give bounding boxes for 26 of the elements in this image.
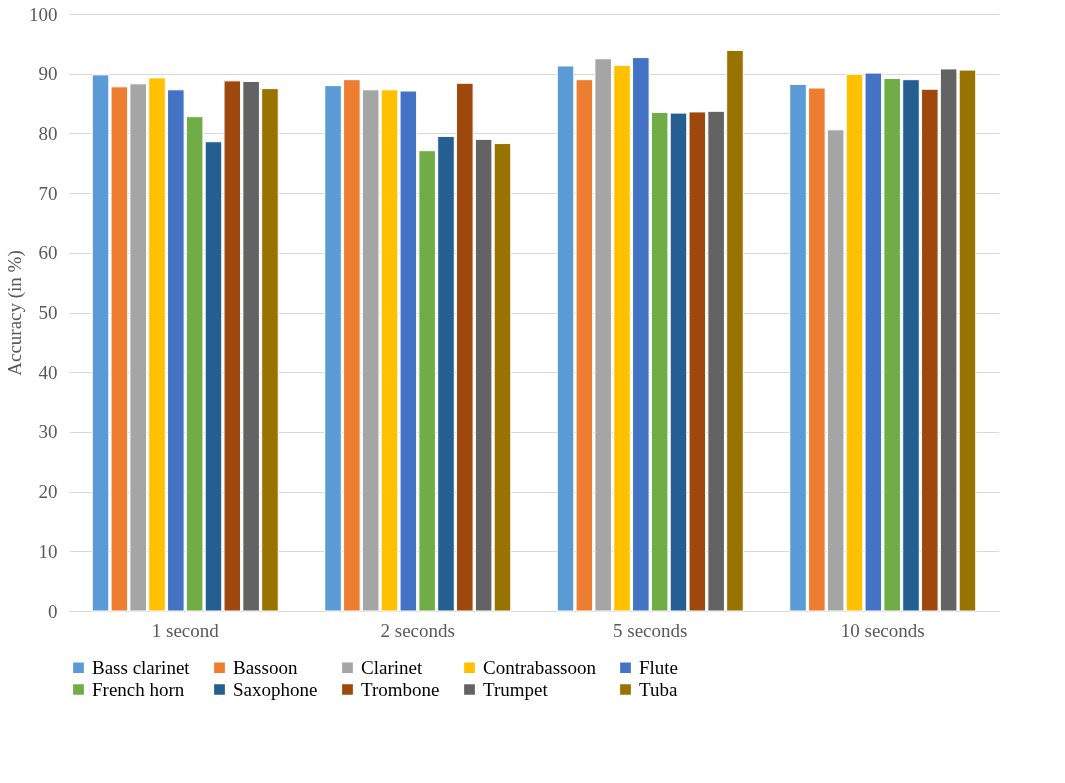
legend-label: Tuba [639, 678, 678, 700]
legend-label: Contrabassoon [483, 656, 597, 678]
legend-label: Bass clarinet [92, 656, 191, 678]
legend-label: Saxophone [233, 678, 318, 700]
y-tick-label: 80 [38, 122, 58, 144]
legend-label: Trombone [361, 678, 440, 700]
y-tick-label: 40 [38, 361, 58, 383]
y-tick-label: 30 [38, 421, 58, 443]
x-tick-label: 5 seconds [613, 619, 688, 641]
legend-label: Clarinet [361, 656, 423, 678]
y-tick-label: 20 [38, 481, 58, 503]
x-tick-label: 1 second [151, 619, 220, 641]
y-tick-label: 50 [38, 302, 58, 323]
y-tick-label: 70 [38, 182, 58, 204]
y-tick-label: 0 [48, 600, 58, 622]
y-tick-label: 100 [29, 3, 58, 25]
y-tick-label: 60 [38, 242, 58, 264]
y-tick-label: 90 [38, 63, 58, 85]
legend-label: Flute [639, 656, 679, 678]
legend-label: Trumpet [483, 678, 549, 700]
y-axis-title: Accuracy (in %) [4, 250, 26, 376]
x-tick-label: 2 seconds [380, 619, 455, 641]
x-tick-label: 10 seconds [840, 619, 925, 641]
y-tick-label: 10 [38, 540, 58, 562]
legend-label: Bassoon [233, 656, 298, 678]
legend-label: French horn [92, 678, 185, 700]
